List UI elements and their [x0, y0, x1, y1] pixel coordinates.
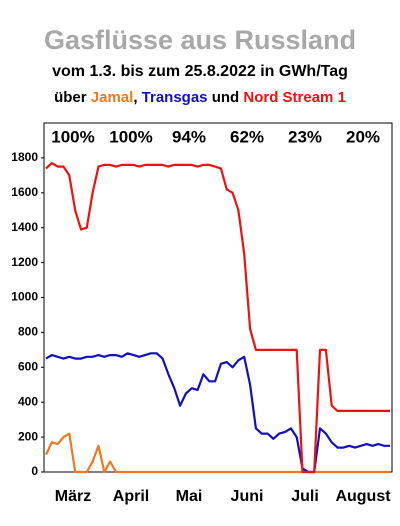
legend-word: und [212, 89, 240, 106]
share-label: 100% [51, 127, 94, 146]
share-label: 100% [109, 127, 152, 146]
x-tick-label: Juni [231, 488, 264, 505]
y-tick-label: 1000 [11, 290, 38, 304]
y-tick-label: 200 [18, 429, 38, 443]
y-tick-label: 800 [18, 325, 38, 339]
x-tick-label: Mai [176, 488, 203, 505]
share-label: 23% [288, 127, 322, 146]
legend-word: , [133, 89, 137, 106]
y-tick-label: 400 [18, 394, 38, 408]
x-tick-label: Juli [291, 488, 319, 505]
legend: über Jamal, Transgas und Nord Stream 1 [54, 89, 346, 106]
share-label: 62% [230, 127, 264, 146]
x-tick-label: August [335, 488, 391, 505]
legend-entry: Transgas [142, 89, 208, 106]
x-tick-label: April [113, 488, 149, 505]
series-line [45, 352, 390, 474]
y-tick-label: 1800 [11, 150, 38, 164]
legend-entry: Nord Stream 1 [243, 89, 346, 106]
series-line [45, 162, 390, 474]
chart-subtitle: vom 1.3. bis zum 25.8.2022 in GWh/Tag [52, 63, 348, 80]
y-tick-label: 1600 [11, 185, 38, 199]
y-tick-label: 1400 [11, 220, 38, 234]
y-tick-label: 600 [18, 359, 38, 373]
legend-word: über [54, 89, 87, 106]
x-tick-label: März [55, 488, 91, 505]
legend-entry: Jamal [91, 89, 134, 106]
y-tick-label: 1200 [11, 255, 38, 269]
share-label: 94% [172, 127, 206, 146]
y-tick-label: 0 [31, 464, 38, 478]
series-line [45, 432, 390, 474]
share-label: 20% [346, 127, 380, 146]
chart-title: Gasflüsse aus Russland [44, 25, 356, 55]
